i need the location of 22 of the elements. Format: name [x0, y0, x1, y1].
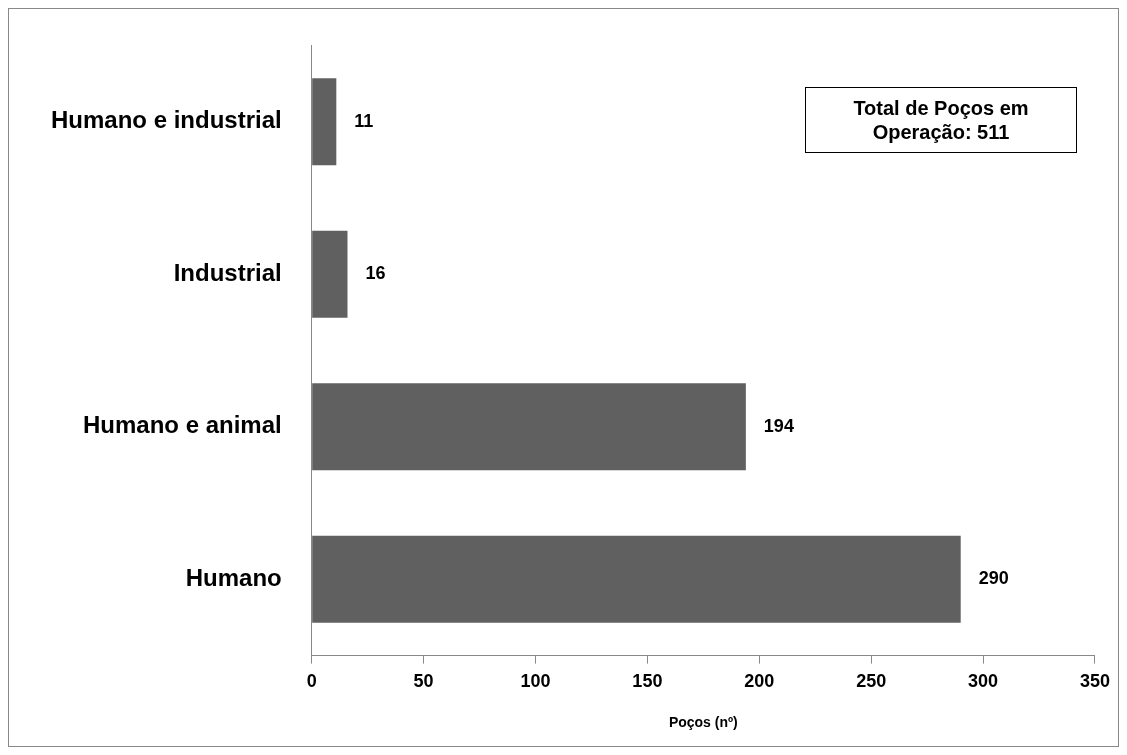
x-tick-label: 300: [968, 671, 999, 692]
x-tick-label: 350: [1079, 671, 1111, 692]
bar: [312, 535, 961, 623]
x-tick-label: 0: [306, 671, 317, 692]
data-label: 16: [365, 263, 386, 284]
bar: [312, 230, 348, 318]
x-tick-label: 250: [856, 671, 887, 692]
x-tick-label: 150: [632, 671, 663, 692]
data-label: 290: [978, 568, 1009, 589]
bar: [312, 78, 337, 166]
x-tick-label: 100: [520, 671, 551, 692]
bar: [312, 383, 746, 471]
x-tick-label: 200: [744, 671, 775, 692]
data-label: 11: [354, 110, 374, 131]
x-axis-title: Poços (nº): [668, 714, 738, 731]
y-tick-label: Humano e animal: [82, 411, 282, 439]
data-label: 194: [763, 415, 794, 436]
x-tick-label: 50: [413, 671, 434, 692]
y-tick-label: Industrial: [173, 258, 282, 286]
y-tick-label: Humano e industrial: [50, 106, 282, 134]
y-tick-label: Humano: [185, 563, 282, 591]
note-box: Total de Poços em Operação: 511: [805, 87, 1077, 153]
